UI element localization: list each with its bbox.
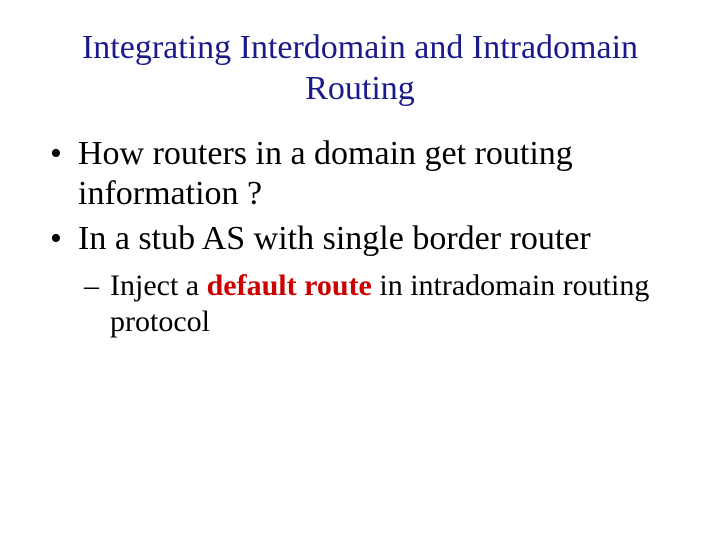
bullet-item: How routers in a domain get routing info… [58,134,690,216]
bullet-item: In a stub AS with single border router [58,219,690,260]
slide-title: Integrating Interdomain and Intradomain … [30,28,690,110]
main-bullet-list: How routers in a domain get routing info… [30,134,690,260]
sub-bullet-list: Inject a default route in intradomain ro… [30,268,690,340]
sub-bullet-item: Inject a default route in intradomain ro… [88,268,690,340]
sub-bullet-highlight: default route [207,269,372,302]
sub-bullet-prefix: Inject a [110,269,207,302]
